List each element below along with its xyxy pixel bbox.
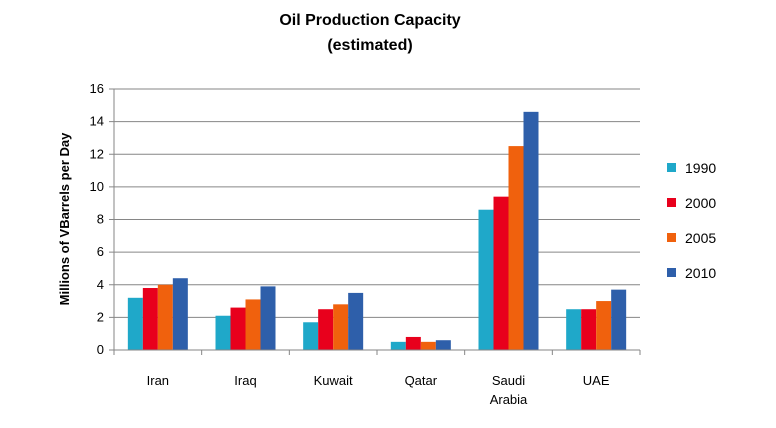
bar xyxy=(478,209,494,350)
y-tick-labels: 0 2 4 6 8 10 12 14 16 xyxy=(90,81,104,357)
y-tick-label: 14 xyxy=(90,114,104,129)
bar xyxy=(157,284,173,350)
y-tick-label: 2 xyxy=(97,309,104,324)
y-tick-label: 4 xyxy=(97,277,104,292)
legend-swatch xyxy=(667,163,676,172)
bar xyxy=(596,301,612,350)
legend-label: 1990 xyxy=(685,160,716,176)
x-category-label: Saudi xyxy=(492,373,525,388)
bar xyxy=(172,278,188,350)
y-tick-label: 16 xyxy=(90,81,104,96)
bar xyxy=(581,309,597,350)
bar xyxy=(420,341,436,350)
chart-title: Oil Production Capacity xyxy=(279,12,460,29)
x-category-label: UAE xyxy=(583,373,610,388)
bar xyxy=(142,288,158,350)
y-tick-label: 6 xyxy=(97,244,104,259)
bar xyxy=(390,341,406,350)
gridlines xyxy=(114,88,640,318)
bar xyxy=(348,292,364,350)
chart-subtitle: (estimated) xyxy=(327,37,412,54)
bar xyxy=(493,196,509,350)
bar xyxy=(566,309,582,350)
y-tick-label: 12 xyxy=(90,146,104,161)
bar xyxy=(303,322,319,350)
bar xyxy=(215,315,231,350)
legend-label: 2010 xyxy=(685,265,716,281)
y-tick-label: 10 xyxy=(90,179,104,194)
bar xyxy=(260,286,276,350)
x-category-label: Arabia xyxy=(490,392,528,407)
bar xyxy=(245,299,261,350)
legend-swatch xyxy=(667,233,676,242)
x-category-labels: Iran Iraq Kuwait Qatar Saudi Arabia UAE xyxy=(147,373,610,407)
bar xyxy=(318,309,334,350)
axes xyxy=(109,88,641,355)
legend-label: 2005 xyxy=(685,230,716,246)
y-tick-label: 8 xyxy=(97,212,104,227)
legend-swatch xyxy=(667,268,676,277)
x-category-label: Iraq xyxy=(234,373,256,388)
bar xyxy=(230,307,246,350)
bar xyxy=(523,111,539,351)
legend-label: 2000 xyxy=(685,195,716,211)
y-axis-label: Millions of VBarrels per Day xyxy=(57,132,72,305)
y-tick-label: 0 xyxy=(97,342,104,357)
x-category-label: Iran xyxy=(147,373,169,388)
x-category-label: Kuwait xyxy=(314,373,353,388)
bar xyxy=(611,289,627,350)
x-category-label: Qatar xyxy=(405,373,438,388)
bar xyxy=(508,146,524,350)
legend-swatch xyxy=(667,198,676,207)
bar xyxy=(405,336,421,350)
bar xyxy=(435,340,451,350)
legend: 1990 2000 2005 2010 xyxy=(667,160,716,281)
bars xyxy=(127,111,627,351)
bar xyxy=(333,304,349,350)
bar xyxy=(127,297,143,350)
